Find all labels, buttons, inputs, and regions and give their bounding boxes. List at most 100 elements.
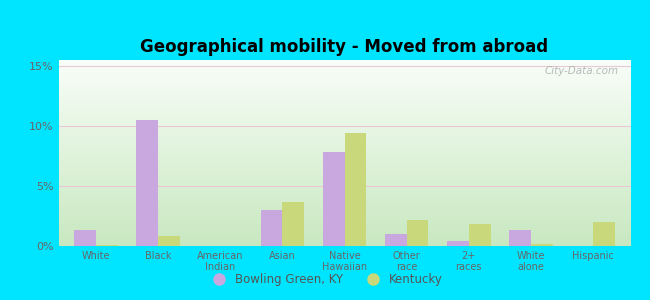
- Bar: [58, 133, 630, 134]
- Bar: [58, 62, 630, 63]
- Bar: [58, 85, 630, 86]
- Bar: [58, 84, 630, 85]
- Bar: [58, 89, 630, 90]
- Bar: [58, 211, 630, 212]
- Bar: [58, 236, 630, 237]
- Bar: [58, 148, 630, 149]
- Bar: [58, 208, 630, 209]
- Bar: [58, 146, 630, 147]
- Bar: [58, 244, 630, 245]
- Bar: [58, 184, 630, 185]
- Bar: [58, 82, 630, 83]
- Bar: [58, 147, 630, 148]
- Title: Geographical mobility - Moved from abroad: Geographical mobility - Moved from abroa…: [140, 38, 549, 56]
- Bar: [58, 157, 630, 158]
- Bar: [58, 114, 630, 115]
- Bar: [58, 198, 630, 199]
- Bar: [531, 244, 552, 246]
- Bar: [58, 204, 630, 205]
- Bar: [58, 120, 630, 121]
- Bar: [58, 174, 630, 175]
- Bar: [58, 74, 630, 75]
- Bar: [58, 177, 630, 178]
- Bar: [407, 220, 428, 246]
- Bar: [58, 216, 630, 217]
- Bar: [58, 151, 630, 152]
- Bar: [58, 199, 630, 200]
- Bar: [58, 229, 630, 230]
- Bar: [58, 215, 630, 216]
- Bar: [58, 77, 630, 78]
- Bar: [58, 181, 630, 182]
- Bar: [58, 182, 630, 183]
- Bar: [58, 65, 630, 66]
- Bar: [58, 64, 630, 65]
- Bar: [58, 218, 630, 219]
- Bar: [58, 232, 630, 233]
- Bar: [58, 69, 630, 70]
- Bar: [58, 239, 630, 240]
- Bar: [58, 63, 630, 64]
- Bar: [58, 73, 630, 74]
- Bar: [58, 117, 630, 118]
- Bar: [58, 103, 630, 104]
- Bar: [58, 183, 630, 184]
- Bar: [58, 225, 630, 226]
- Bar: [58, 125, 630, 126]
- Bar: [58, 241, 630, 242]
- Bar: [58, 165, 630, 166]
- Bar: [58, 156, 630, 157]
- Bar: [58, 99, 630, 100]
- Bar: [96, 245, 118, 246]
- Bar: [58, 135, 630, 136]
- Bar: [58, 221, 630, 222]
- Bar: [58, 191, 630, 192]
- Text: City-Data.com: City-Data.com: [545, 66, 619, 76]
- Bar: [58, 228, 630, 229]
- Bar: [58, 189, 630, 190]
- Bar: [58, 163, 630, 164]
- Bar: [58, 169, 630, 170]
- Bar: [58, 158, 630, 159]
- Bar: [74, 230, 96, 246]
- Bar: [58, 240, 630, 241]
- Bar: [58, 150, 630, 151]
- Bar: [58, 179, 630, 180]
- Bar: [58, 202, 630, 203]
- Bar: [58, 201, 630, 202]
- Bar: [58, 160, 630, 161]
- Bar: [58, 144, 630, 145]
- Bar: [58, 91, 630, 92]
- Bar: [58, 141, 630, 142]
- Bar: [58, 162, 630, 163]
- Bar: [58, 119, 630, 120]
- Bar: [58, 220, 630, 221]
- Bar: [58, 188, 630, 189]
- Bar: [58, 233, 630, 234]
- Bar: [593, 222, 615, 246]
- Bar: [58, 93, 630, 94]
- Bar: [58, 92, 630, 93]
- Bar: [58, 76, 630, 77]
- Bar: [58, 130, 630, 131]
- Bar: [344, 133, 366, 246]
- Bar: [58, 100, 630, 101]
- Bar: [58, 192, 630, 193]
- Bar: [58, 209, 630, 210]
- Bar: [58, 161, 630, 162]
- Bar: [58, 153, 630, 154]
- Bar: [58, 237, 630, 238]
- Bar: [58, 108, 630, 109]
- Bar: [58, 230, 630, 231]
- Bar: [58, 186, 630, 187]
- Bar: [58, 155, 630, 156]
- Bar: [58, 116, 630, 117]
- Bar: [58, 159, 630, 160]
- Bar: [58, 212, 630, 213]
- Bar: [58, 168, 630, 169]
- Bar: [58, 128, 630, 129]
- Bar: [323, 152, 345, 246]
- Bar: [58, 205, 630, 206]
- Bar: [58, 187, 630, 188]
- Bar: [158, 236, 180, 246]
